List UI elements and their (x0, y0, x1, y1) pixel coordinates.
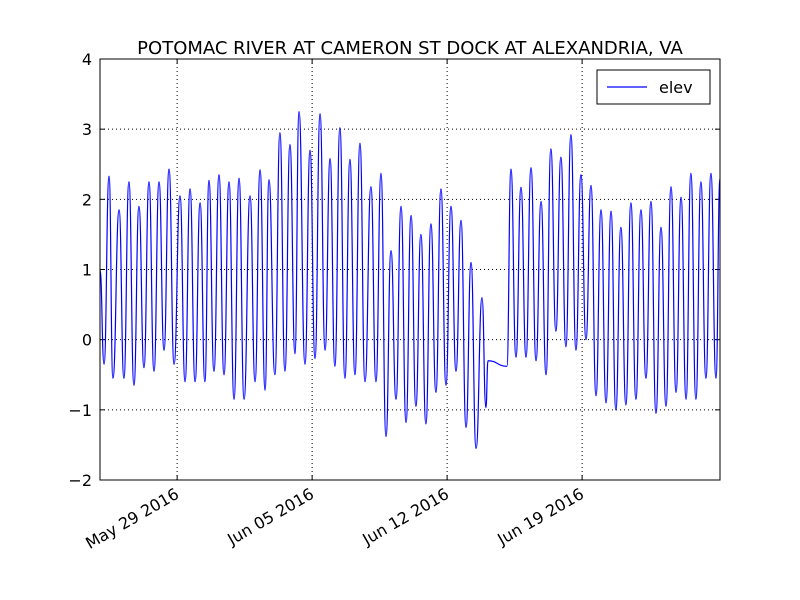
chart-title: POTOMAC RIVER AT CAMERON ST DOCK AT ALEX… (137, 38, 683, 59)
legend-label: elev (659, 78, 693, 97)
y-tick-label: 3 (82, 120, 92, 139)
y-tick-label: 2 (82, 190, 92, 209)
y-tick-label: 1 (82, 261, 92, 280)
y-tick-label: 0 (82, 331, 92, 350)
y-tick-label: −2 (68, 471, 92, 490)
y-tick-label: −1 (68, 401, 92, 420)
y-tick-label: 4 (82, 50, 92, 69)
data-line (100, 111, 720, 450)
plot-frame (99, 58, 721, 481)
